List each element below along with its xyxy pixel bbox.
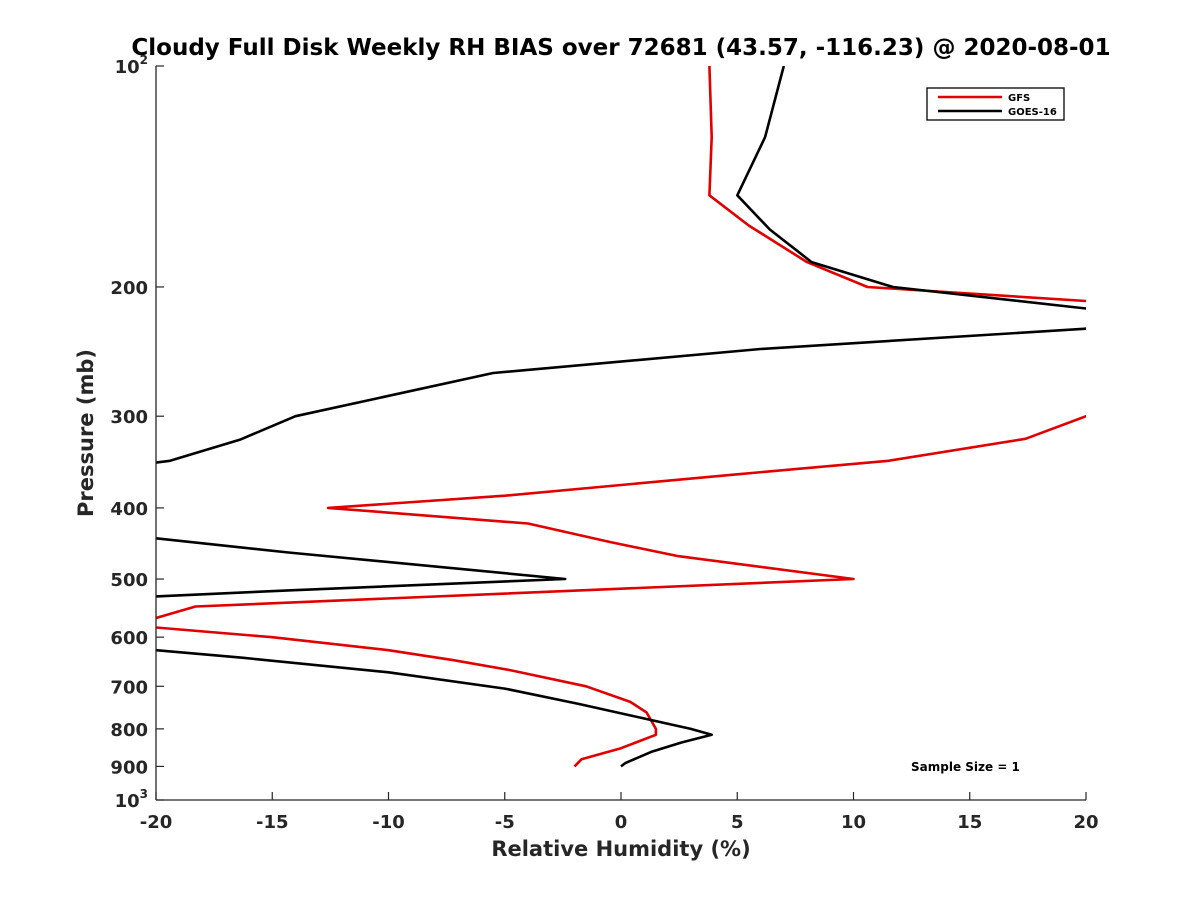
- y-tick-label: 400: [110, 499, 148, 520]
- x-tick-label: -10: [372, 812, 405, 833]
- y-axis-label: Pressure (mb): [74, 349, 98, 517]
- x-tick-label: 15: [957, 812, 982, 833]
- legend: GFS GOES-16: [926, 87, 1065, 121]
- x-tick-label: 20: [1073, 812, 1098, 833]
- plot-background: [156, 66, 1086, 800]
- x-tick-label: -15: [256, 812, 289, 833]
- y-tick-label: 800: [110, 720, 148, 741]
- x-axis-ticks: -20 -15 -10 -5 0 5 10 15 20: [140, 792, 1099, 833]
- chart-title: Cloudy Full Disk Weekly RH BIAS over 726…: [131, 35, 1110, 61]
- series-line-goes16: [156, 66, 1086, 768]
- y-axis-ticks: 102 200 300 400 500 600 700 800 900 103: [110, 53, 164, 812]
- y-tick-label: 200: [110, 278, 148, 299]
- x-tick-label: 10: [841, 812, 866, 833]
- y-tick-label: 600: [110, 628, 148, 649]
- legend-label-goes16: GOES-16: [1008, 107, 1057, 118]
- y-tick-label: 900: [110, 757, 148, 778]
- y-tick-label: 500: [110, 570, 148, 591]
- series-line-gfs: [156, 66, 1086, 768]
- y-tick-label: 102: [115, 53, 148, 78]
- x-tick-label: -20: [140, 812, 173, 833]
- x-tick-label: 0: [615, 812, 628, 833]
- x-tick-label: 5: [731, 812, 744, 833]
- y-tick-label: 300: [110, 407, 148, 428]
- x-tick-label: -5: [495, 812, 515, 833]
- x-axis-label: Relative Humidity (%): [491, 837, 750, 861]
- legend-box: [926, 87, 1065, 121]
- plot-area: [155, 66, 1086, 801]
- y-tick-label: 700: [110, 677, 148, 698]
- legend-label-gfs: GFS: [1008, 93, 1030, 104]
- y-tick-label: 103: [115, 787, 148, 812]
- sample-size-annotation: Sample Size = 1: [911, 760, 1020, 774]
